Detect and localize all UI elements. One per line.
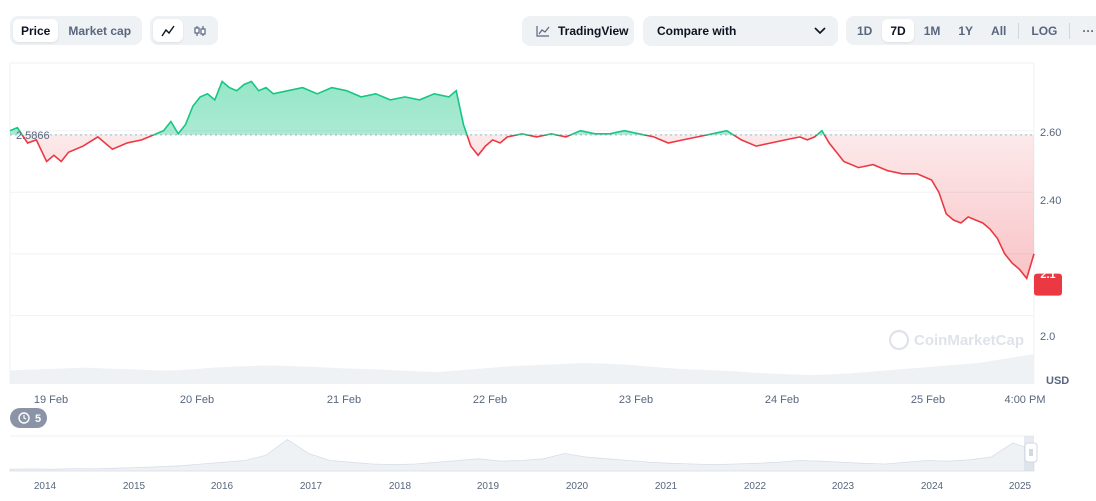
year-label: 2018 — [389, 481, 412, 492]
y-tick-label: 2.60 — [1040, 127, 1061, 139]
watermark-label: CoinMarketCap — [914, 332, 1024, 349]
year-label: 2017 — [300, 481, 323, 492]
x-tick-label: 24 Feb — [765, 394, 799, 406]
range-divider — [1018, 22, 1020, 39]
view-tabs: Price Market cap — [10, 16, 143, 45]
volume-area — [10, 354, 1034, 384]
year-label: 2020 — [566, 481, 589, 492]
current-price-label: 2.1 — [1040, 269, 1055, 281]
coinmarketcap-logo-icon — [888, 329, 910, 351]
range-divider-2 — [1069, 22, 1071, 39]
year-label: 2015 — [123, 481, 146, 492]
range-tabs: 1D 7D 1M 1Y All LOG ··· — [846, 16, 1096, 45]
chevron-down-icon — [814, 27, 826, 35]
log-scale-button[interactable]: LOG — [1031, 23, 1058, 38]
tab-market-cap[interactable]: Market cap — [68, 23, 132, 38]
x-tick-label: 22 Feb — [473, 394, 507, 406]
y-tick-label: 2.0 — [1040, 331, 1055, 343]
history-icon — [18, 412, 30, 424]
year-label: 2024 — [921, 481, 944, 492]
price-line-up — [9, 80, 826, 135]
area-above-reference — [10, 81, 1034, 135]
y-axis-unit: USD — [1046, 375, 1069, 387]
year-label: 2021 — [655, 481, 678, 492]
navigator[interactable]: 2014 2015 2016 2017 2018 2019 2020 2021 … — [9, 435, 1038, 492]
year-label: 2014 — [34, 481, 57, 492]
tradingview-button[interactable]: TradingView — [522, 16, 634, 46]
x-tick-label: 4:00 PM — [1005, 394, 1046, 406]
compare-with-select[interactable]: Compare with — [643, 16, 838, 46]
year-label: 2023 — [832, 481, 855, 492]
range-all[interactable]: All — [991, 23, 1007, 38]
navigator-handle[interactable] — [1024, 442, 1038, 463]
watermark: CoinMarketCap — [888, 329, 1024, 351]
area-below-reference — [22, 134, 1034, 279]
chart-style-toggle — [150, 16, 218, 45]
tradingview-label: TradingView — [558, 24, 629, 38]
year-label: 2019 — [477, 481, 500, 492]
range-7d[interactable]: 7D — [882, 19, 914, 42]
candlestick-button[interactable] — [185, 19, 215, 42]
year-label: 2025 — [1009, 481, 1032, 492]
range-1d[interactable]: 1D — [857, 23, 873, 38]
year-label: 2016 — [211, 481, 234, 492]
price-line-down — [21, 134, 1035, 281]
compare-with-label: Compare with — [657, 24, 737, 38]
reference-price-label: 2.5866 — [16, 130, 50, 142]
x-tick-label: 23 Feb — [619, 394, 653, 406]
candlestick-icon — [194, 25, 206, 36]
navigator-year-axis: 2014 2015 2016 2017 2018 2019 2020 2021 … — [34, 481, 1032, 492]
year-label: 2022 — [744, 481, 767, 492]
range-1m[interactable]: 1M — [923, 23, 941, 38]
history-count: 5 — [35, 413, 41, 425]
range-1y[interactable]: 1Y — [958, 23, 974, 38]
tab-price[interactable]: Price — [13, 19, 59, 42]
x-tick-label: 25 Feb — [911, 394, 945, 406]
x-tick-label: 19 Feb — [34, 394, 68, 406]
navigator-history-area — [9, 439, 1035, 472]
y-tick-label: 2.40 — [1040, 195, 1061, 207]
line-chart-icon — [161, 25, 175, 36]
x-tick-label: 21 Feb — [327, 394, 361, 406]
current-price-badge — [1034, 273, 1062, 296]
line-chart-button[interactable] — [153, 19, 183, 42]
x-tick-label: 20 Feb — [180, 394, 214, 406]
more-options-button[interactable]: ··· — [1082, 23, 1095, 38]
history-button[interactable]: 5 — [10, 408, 47, 428]
x-axis: 19 Feb 20 Feb 21 Feb 22 Feb 23 Feb 24 Fe… — [34, 394, 1046, 406]
tradingview-icon — [536, 26, 550, 37]
